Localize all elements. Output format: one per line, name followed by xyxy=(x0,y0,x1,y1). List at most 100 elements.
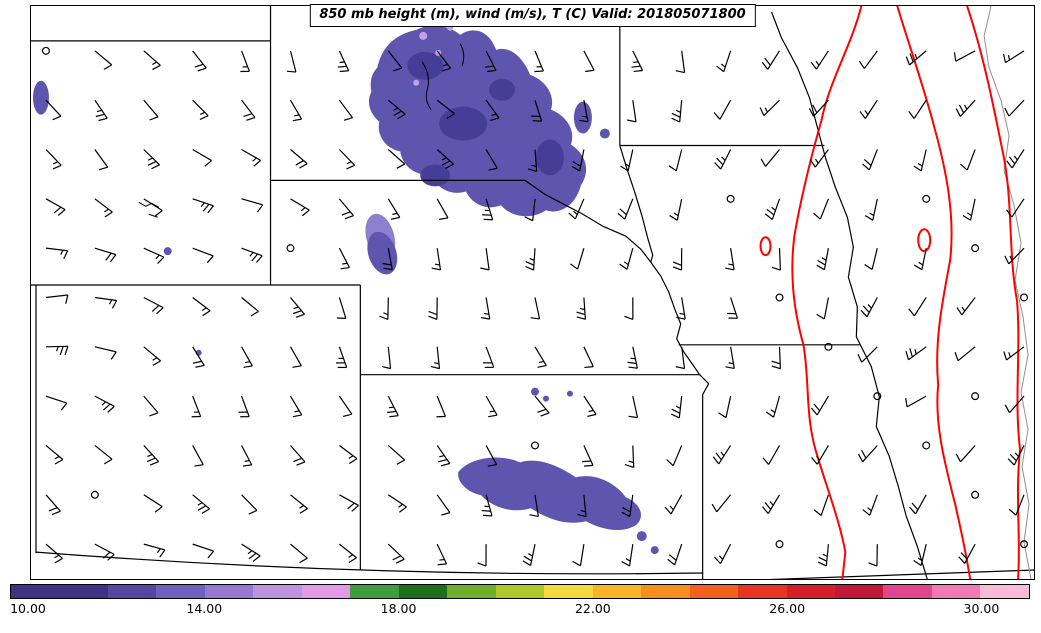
wind-barb xyxy=(960,149,976,171)
wind-barb xyxy=(485,395,498,418)
wind-barb xyxy=(905,395,927,408)
wind-barb xyxy=(864,248,878,270)
temp-shade-dark-patch xyxy=(439,106,488,141)
wind-barb xyxy=(666,445,683,467)
calm-wind-circle xyxy=(1020,293,1029,302)
wind-barb xyxy=(143,247,165,265)
wind-barb xyxy=(1004,99,1025,117)
wind-barb xyxy=(713,99,732,120)
wind-barb xyxy=(387,50,403,72)
temp-shade-dark-patch xyxy=(535,139,564,176)
colorbar-segment xyxy=(204,585,254,598)
wind-barb xyxy=(192,543,215,559)
temp-shade-blob-kansas xyxy=(458,457,641,530)
colorbar-segment xyxy=(253,585,302,598)
wind-barb xyxy=(45,543,63,564)
wind-barb xyxy=(534,346,547,368)
red-contour-line xyxy=(791,6,863,579)
wind-barb xyxy=(480,248,490,271)
wind-barb xyxy=(387,445,406,465)
wind-barb xyxy=(675,50,686,74)
wind-barb xyxy=(762,445,781,465)
temp-shade-blob xyxy=(163,247,172,256)
calm-wind-circle xyxy=(531,441,539,450)
wind-barb xyxy=(955,99,976,117)
temp-shade-blob xyxy=(573,101,592,134)
wind-barb xyxy=(620,149,634,172)
wind-barb xyxy=(485,149,498,171)
wind-barb xyxy=(530,297,541,320)
wind-barb xyxy=(286,50,297,73)
colorbar-tick-label: 22.00 xyxy=(574,601,611,616)
wind-barb xyxy=(45,99,62,121)
calm-wind-circle xyxy=(824,342,833,351)
wind-barb xyxy=(714,149,732,170)
wind-barb xyxy=(192,148,213,167)
calm-wind-circle xyxy=(726,194,735,203)
wind-barb xyxy=(482,198,494,221)
red-contour-line xyxy=(896,6,972,579)
wind-barb xyxy=(811,445,829,465)
wind-barb xyxy=(771,248,782,271)
wind-barb xyxy=(718,396,732,419)
calm-wind-circle xyxy=(971,490,980,499)
wind-barb xyxy=(725,248,735,271)
calm-wind-circle xyxy=(1020,540,1029,549)
wind-barb xyxy=(859,99,878,119)
wind-barb xyxy=(524,198,536,222)
contour-fragment xyxy=(421,61,432,110)
temp-shade-blob xyxy=(542,395,549,402)
wind-barb xyxy=(240,50,250,73)
wind-barb xyxy=(192,50,207,72)
wind-barb xyxy=(379,297,389,320)
wind-barb xyxy=(289,346,302,368)
wind-barb xyxy=(534,50,544,73)
colorbar: 10.00 14.00 18.00 22.00 26.00 30.00 xyxy=(10,584,1030,624)
wind-barb xyxy=(676,297,686,320)
wind-barb xyxy=(241,148,262,167)
wind-barb xyxy=(241,543,261,562)
wind-barb xyxy=(531,99,543,122)
calm-wind-circle xyxy=(922,194,931,203)
wind-barb xyxy=(192,346,205,368)
wind-barb xyxy=(522,544,536,567)
wind-barb xyxy=(143,445,160,466)
colorbar-segment xyxy=(883,585,932,598)
wind-barb xyxy=(568,198,585,220)
wind-barb xyxy=(571,149,585,172)
colorbar-segment xyxy=(980,585,1029,598)
wind-barb xyxy=(339,494,359,512)
wind-barb xyxy=(94,346,117,360)
wind-barb xyxy=(436,543,448,566)
colorbar-tick-labels: 10.00 14.00 18.00 22.00 26.00 30.00 xyxy=(10,599,1030,619)
wind-barb xyxy=(290,494,308,514)
wind-barb xyxy=(908,99,927,119)
wind-barb xyxy=(338,149,356,170)
wind-barb xyxy=(238,395,250,418)
wind-barb xyxy=(387,494,407,513)
colorbar-segment xyxy=(156,585,205,598)
wind-barb xyxy=(624,297,634,320)
wind-barb xyxy=(868,544,878,567)
calm-wind-circle xyxy=(775,293,784,302)
big-sioux-river xyxy=(619,145,654,263)
wind-barb xyxy=(816,297,829,320)
wind-barb xyxy=(862,494,878,516)
calm-wind-circle xyxy=(90,490,99,499)
wind-barb xyxy=(436,445,451,467)
wind-barb xyxy=(338,99,354,121)
wind-barb xyxy=(572,544,585,567)
wind-barb xyxy=(387,543,405,564)
colorbar-tick-label: 26.00 xyxy=(769,601,806,616)
wind-barb xyxy=(143,543,166,558)
wind-barb xyxy=(725,346,735,370)
wind-barb xyxy=(290,445,306,466)
wind-barb xyxy=(337,50,350,73)
colorbar-segment xyxy=(301,585,351,598)
temp-shade-violet-speck xyxy=(419,31,428,40)
red-contour-closed-loop xyxy=(917,228,932,253)
wind-barb xyxy=(627,346,638,369)
temp-shade-blob xyxy=(531,387,539,396)
wind-barb xyxy=(667,543,683,566)
wind-barb xyxy=(583,346,594,369)
